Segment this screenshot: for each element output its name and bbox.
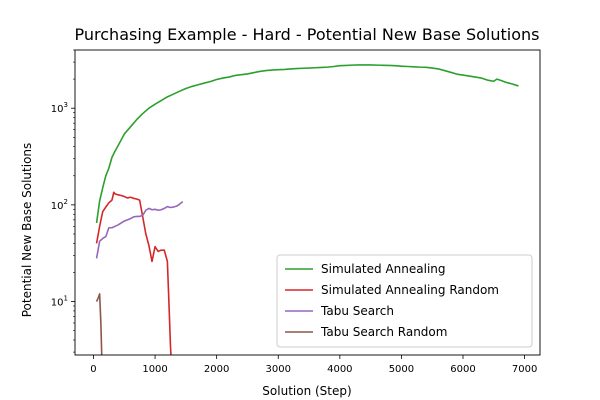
legend-box	[276, 254, 533, 348]
legend-label-1: Simulated Annealing Random	[321, 283, 499, 297]
x-tick-label: 4000	[327, 364, 352, 375]
y-tick-label: 101	[51, 295, 68, 309]
plot-frame	[74, 49, 541, 356]
y-tick-label: 103	[51, 101, 68, 115]
x-tick-label: 2000	[204, 364, 229, 375]
series-line-0	[95, 64, 519, 224]
chart-title: Purchasing Example - Hard - Potential Ne…	[75, 25, 540, 44]
series-lines	[95, 64, 519, 355]
plot-area: 0 1000 2000 3000 4000 5000 6000 7000 101 102 103 Si…	[51, 49, 541, 375]
x-tick-label: 3000	[266, 364, 291, 375]
x-tick-label: 1000	[142, 364, 167, 375]
y-axis-label: Potential New Base Solutions	[20, 143, 34, 318]
series-line-1	[95, 191, 172, 355]
x-tick-label: 5000	[389, 364, 414, 375]
x-tick-label: 0	[90, 364, 96, 375]
series-line-2	[95, 201, 184, 259]
legend-label-0: Simulated Annealing	[321, 262, 446, 276]
legend: Simulated Annealing Simulated Annealing R…	[276, 254, 533, 348]
series-line-3	[95, 293, 103, 355]
x-tick-label: 6000	[450, 364, 475, 375]
y-tick-label: 102	[51, 198, 68, 212]
x-tick-label: 7000	[512, 364, 537, 375]
legend-label-3: Tabu Search Random	[320, 325, 447, 339]
legend-label-2: Tabu Search	[320, 304, 394, 318]
x-axis-label: Solution (Step)	[262, 384, 351, 398]
